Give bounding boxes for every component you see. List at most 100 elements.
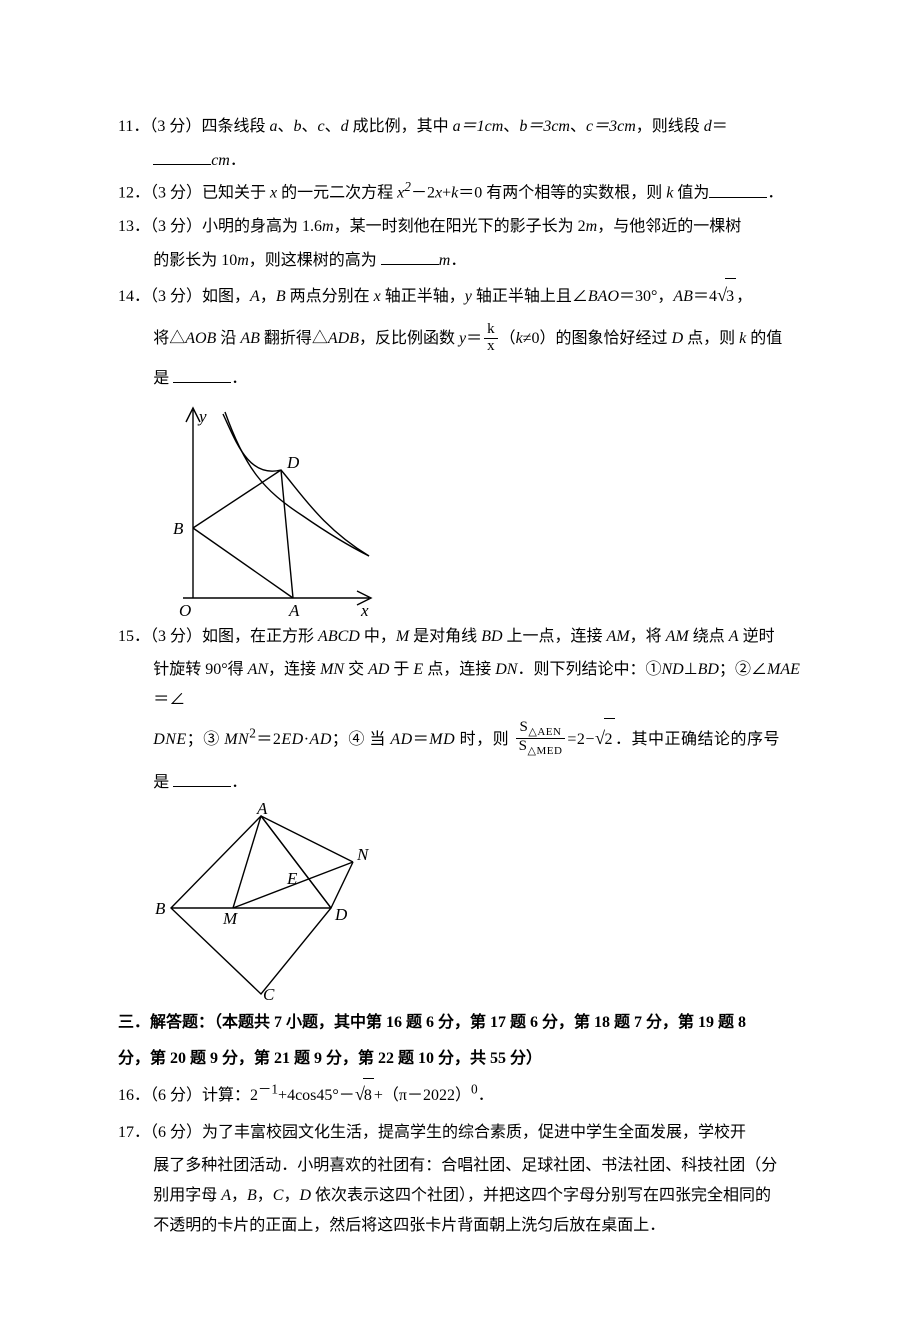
sup: －1 — [258, 1082, 278, 1097]
text: 针旋转 90°得 — [153, 661, 247, 678]
text: 小明的身高为 1.6 — [202, 218, 322, 235]
text: ＝∠ — [153, 691, 185, 708]
letter-D: D — [299, 1187, 311, 1204]
text: + — [442, 185, 451, 202]
q14-pts: （3 分） — [150, 288, 202, 305]
text: －2 — [411, 185, 435, 202]
text: ＝2 — [256, 731, 281, 748]
period: ． — [767, 185, 783, 202]
seg-ED: ED — [281, 731, 303, 748]
point-A: A — [250, 288, 260, 305]
text: ．则下列结论中：① — [517, 661, 661, 678]
text: ．其中正确结论的序号 — [615, 731, 780, 748]
text: 轴正半轴， — [381, 288, 465, 305]
q15-line4: 是 ． — [118, 768, 806, 798]
text: ，某一时刻他在阳光下的影子长为 2 — [334, 218, 586, 235]
text: 点，连接 — [423, 661, 495, 678]
text: ，则这棵树的高为 — [249, 252, 381, 269]
text: 是 — [153, 774, 173, 791]
q13-num: 13． — [118, 218, 150, 235]
sep: 、 — [301, 118, 317, 135]
letter-C: C — [273, 1187, 284, 1204]
frac-num: k — [484, 322, 498, 339]
angle-MAE: MAE — [767, 661, 800, 678]
axis-x: x — [374, 288, 381, 305]
sep: ， — [736, 288, 752, 305]
text: 的一元二次方程 — [277, 185, 397, 202]
text: 是 — [153, 370, 173, 387]
sep: ， — [257, 1187, 273, 1204]
period: ． — [450, 252, 466, 269]
sep: 、 — [277, 118, 293, 135]
question-11: 11．（3 分）四条线段 a、b、c、d 成比例，其中 a＝1cm、b＝3cm、… — [118, 112, 806, 142]
text: 如图，在正方形 — [202, 628, 318, 645]
unit: cm — [211, 152, 230, 169]
blank — [153, 148, 211, 165]
figure-15: A B C D E M N — [153, 802, 806, 1002]
eq: a＝1 — [453, 118, 485, 135]
sqrt-icon: 3 — [717, 275, 736, 315]
q12-num: 12． — [118, 185, 150, 202]
var-k: k — [516, 330, 523, 347]
q16-pts: （6 分） — [150, 1087, 202, 1104]
text: 别用字母 — [153, 1187, 221, 1204]
perp-icon: ⊥ — [684, 661, 698, 678]
text: +（π－2022） — [374, 1087, 471, 1104]
label-D: D — [286, 453, 300, 472]
period: ． — [231, 774, 247, 791]
q11-t1: 四条线段 — [201, 118, 269, 135]
q17-line2: 展了多种社团活动．小明喜欢的社团有：合唱社团、足球社团、书法社团、科技社团（分 — [118, 1151, 806, 1181]
fraction-icon: kx — [484, 322, 498, 355]
text: ＝30°， — [619, 288, 673, 305]
letter-B: B — [247, 1187, 257, 1204]
text: 为了丰富校园文化生活，提高学生的综合素质，促进中学生全面发展，学校开 — [202, 1124, 746, 1141]
text: ＝4 — [693, 288, 717, 305]
sub: △MED — [527, 745, 562, 757]
unit-m: m — [237, 252, 249, 269]
seg-DN: DN — [495, 661, 517, 678]
text: 值为 — [673, 185, 709, 202]
unit-m: m — [586, 218, 598, 235]
text: 已知关于 — [202, 185, 270, 202]
text: ＝ — [712, 118, 728, 135]
question-15: 15．（3 分）如图，在正方形 ABCD 中，M 是对角线 BD 上一点，连接 … — [118, 622, 806, 652]
sup: 0 — [471, 1082, 478, 1097]
frac-num: S△AEN — [516, 720, 566, 740]
unit: cm — [485, 118, 504, 135]
blank — [709, 181, 767, 198]
seg-BD: BD — [481, 628, 502, 645]
eq: ＝ — [413, 731, 430, 748]
point-D: D — [672, 330, 684, 347]
fig14-svg: y x O A B D — [153, 398, 381, 620]
period: ． — [478, 1087, 494, 1104]
text: ，反比例函数 — [359, 330, 459, 347]
sep: ， — [231, 1187, 247, 1204]
text: 上一点，连接 — [503, 628, 607, 645]
point-M: M — [396, 628, 409, 645]
seg-MD: MD — [429, 731, 455, 748]
question-12: 12．（3 分）已知关于 x 的一元二次方程 x2－2x+k＝0 有两个相等的实… — [118, 175, 806, 208]
text: ；③ — [187, 731, 225, 748]
text: 翻折得△ — [260, 330, 328, 347]
blank — [173, 770, 231, 787]
q12-pts: （3 分） — [150, 185, 202, 202]
section-3-title-line1: 三．解答题：（本题共 7 小题，其中第 16 题 6 分，第 17 题 6 分，… — [118, 1008, 806, 1038]
radicand: 8 — [363, 1078, 374, 1113]
q15-pts: （3 分） — [150, 628, 202, 645]
unit: cm — [551, 118, 570, 135]
q17-line3: 别用字母 A，B，C，D 依次表示这四个社团），并把这四个字母分别写在四张完全相… — [118, 1181, 806, 1211]
sep: ， — [260, 288, 276, 305]
text: 如图， — [202, 288, 250, 305]
frac-den: x — [484, 339, 498, 355]
text: ，将 — [630, 628, 666, 645]
sep: 、 — [570, 118, 586, 135]
eq: ＝ — [466, 330, 482, 347]
point-E: E — [413, 661, 423, 678]
q16-num: 16． — [118, 1087, 150, 1104]
label-D: D — [334, 905, 348, 924]
q14-num: 14． — [118, 288, 150, 305]
sqrt-icon: 2 — [595, 715, 615, 763]
text: 轴正半轴上且∠ — [472, 288, 588, 305]
seg-BD: BD — [698, 661, 719, 678]
text: ；②∠ — [719, 661, 767, 678]
